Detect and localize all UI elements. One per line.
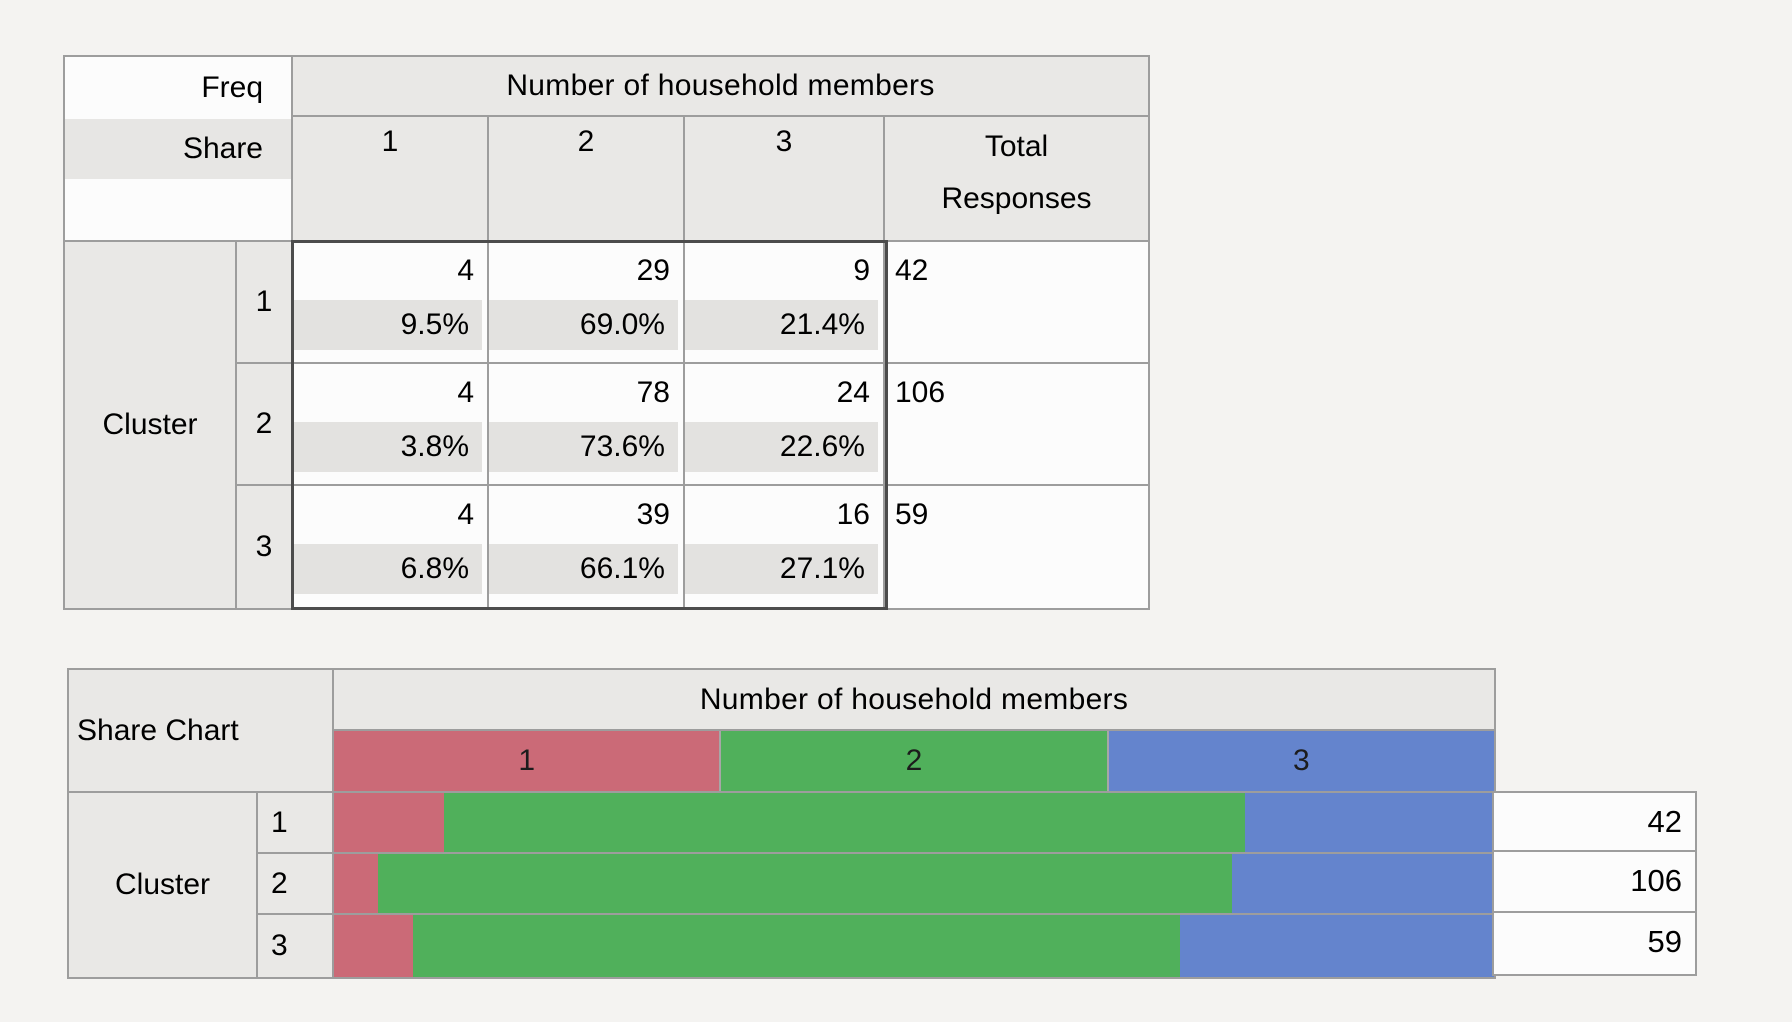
share-value: 69.0% xyxy=(489,300,678,350)
share-value: 27.1% xyxy=(685,544,878,594)
total-responses-r3: 59 xyxy=(885,486,1148,608)
share-value: 22.6% xyxy=(685,422,878,472)
bar-segment-1 xyxy=(334,854,379,913)
chart-legend: 1 2 3 xyxy=(334,731,1494,793)
chart-row-label-2: 2 xyxy=(258,854,334,915)
chart-total-r3: 59 xyxy=(1492,913,1697,976)
legend-label-2: 2 xyxy=(905,744,923,777)
bar-segment-1 xyxy=(334,915,413,977)
count-value: 4 xyxy=(457,498,474,531)
row-group-label: Cluster xyxy=(65,242,237,608)
chart-row-label-1: 1 xyxy=(258,793,334,854)
freq-cell-r2c2: 78 73.6% xyxy=(489,364,685,486)
count-value: 4 xyxy=(457,376,474,409)
count-value: 24 xyxy=(836,376,870,409)
count-value: 4 xyxy=(457,254,474,287)
total-responses-r1: 42 xyxy=(885,242,1148,364)
column-header-3: 3 xyxy=(685,117,885,242)
bar-segment-3 xyxy=(1231,854,1494,913)
column-header-1: 1 xyxy=(293,117,489,242)
count-value: 39 xyxy=(636,498,670,531)
legend-swatch-3: 3 xyxy=(1108,731,1494,791)
freq-cell-r1c2: 29 69.0% xyxy=(489,242,685,364)
bar-segment-2 xyxy=(444,793,1246,852)
legend-swatch-2: 2 xyxy=(719,731,1109,791)
share-value: 21.4% xyxy=(685,300,878,350)
row-label-3: 3 xyxy=(237,486,293,608)
legend-label-1: 1 xyxy=(518,744,535,777)
freq-cell-r3c1: 4 6.8% xyxy=(293,486,489,608)
share-value: 66.1% xyxy=(489,544,678,594)
chart-row-label-3: 3 xyxy=(258,915,334,977)
total-responses-header: Total Responses xyxy=(885,117,1148,242)
total-responses-header-line1: Total xyxy=(984,130,1049,163)
freq-cell-r3c2: 39 66.1% xyxy=(489,486,685,608)
count-value: 29 xyxy=(636,254,670,287)
freq-cell-r3c3: 16 27.1% xyxy=(685,486,885,608)
bar-segment-3 xyxy=(1179,915,1494,977)
freq-cell-r1c1: 4 9.5% xyxy=(293,242,489,364)
total-responses-r2: 106 xyxy=(885,364,1148,486)
freq-share-corner-cell: Freq Share xyxy=(65,57,293,242)
chart-total-r2: 106 xyxy=(1492,852,1697,913)
share-value: 6.8% xyxy=(293,544,482,594)
row-label-1: 1 xyxy=(237,242,293,364)
row-label-2: 2 xyxy=(237,364,293,486)
share-value: 73.6% xyxy=(489,422,678,472)
bar-segment-1 xyxy=(334,793,445,852)
stacked-bar-row-2 xyxy=(334,854,1494,915)
freq-label: Freq xyxy=(201,71,263,104)
share-chart-table: Share Chart Number of household members … xyxy=(67,668,1496,979)
freq-cell-r2c3: 24 22.6% xyxy=(685,364,885,486)
legend-label-3: 3 xyxy=(1292,744,1310,777)
frequency-share-table: Freq Share Number of household members 1… xyxy=(63,55,1150,610)
column-header-2: 2 xyxy=(489,117,685,242)
share-label: Share xyxy=(65,119,291,179)
stacked-bar-row-3 xyxy=(334,915,1494,977)
column-group-header: Number of household members xyxy=(293,57,1148,117)
share-value: 3.8% xyxy=(293,422,482,472)
bar-segment-2 xyxy=(378,854,1232,913)
chart-column-group-header: Number of household members xyxy=(334,670,1494,731)
stacked-bar-row-1 xyxy=(334,793,1494,854)
count-value: 78 xyxy=(636,376,670,409)
count-value: 16 xyxy=(836,498,870,531)
share-chart-title-cell: Share Chart xyxy=(69,670,334,793)
share-value: 9.5% xyxy=(293,300,482,350)
chart-totals-column: 42 106 59 xyxy=(1492,791,1697,976)
legend-swatch-1: 1 xyxy=(334,731,720,791)
chart-total-r1: 42 xyxy=(1492,791,1697,852)
freq-cell-r1c3: 9 21.4% xyxy=(685,242,885,364)
total-responses-header-line2: Responses xyxy=(941,182,1092,215)
bar-segment-2 xyxy=(412,915,1180,977)
count-value: 9 xyxy=(853,254,870,287)
freq-cell-r2c1: 4 3.8% xyxy=(293,364,489,486)
chart-row-group-label: Cluster xyxy=(69,793,258,977)
bar-segment-3 xyxy=(1245,793,1494,852)
